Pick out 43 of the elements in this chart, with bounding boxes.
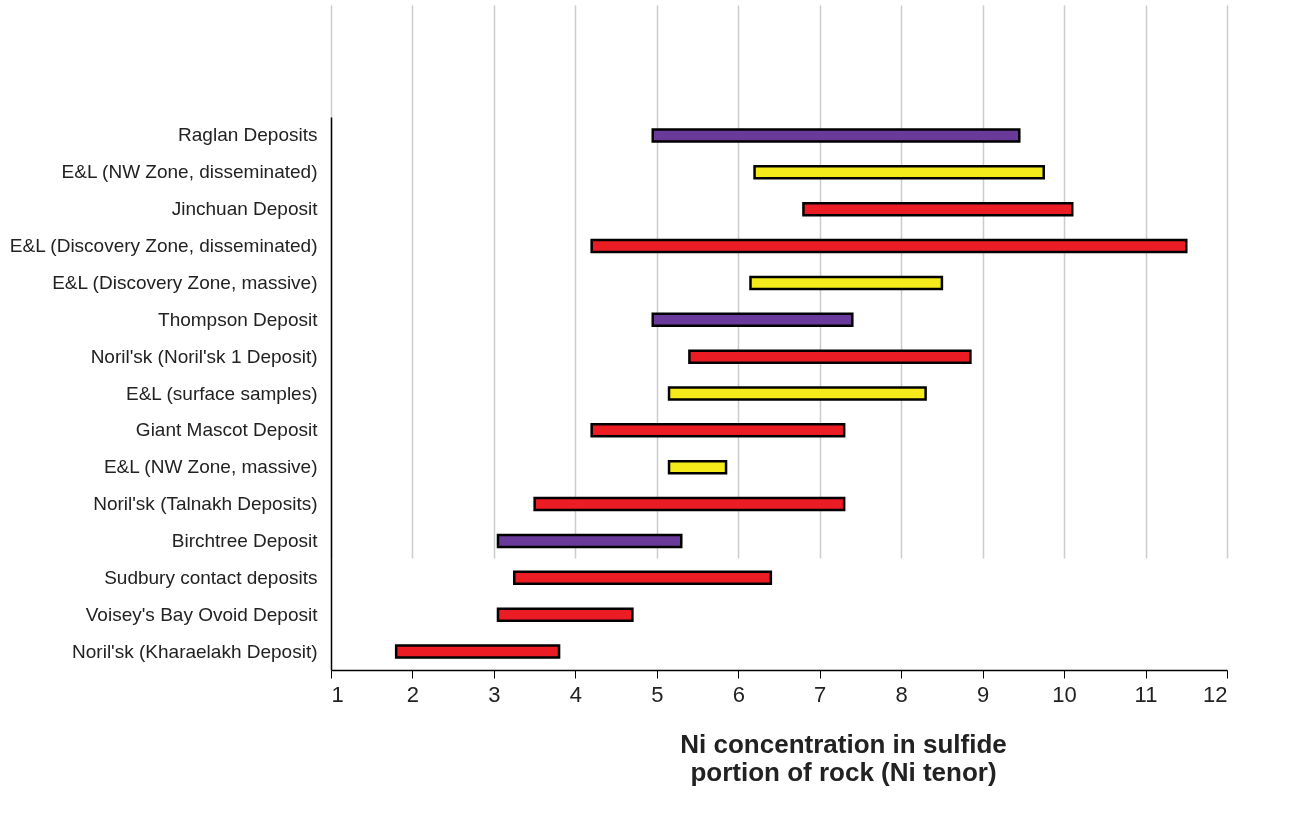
bar xyxy=(667,459,728,475)
x-tick-label: 6 xyxy=(732,681,745,707)
bar xyxy=(651,312,854,328)
bar xyxy=(590,423,846,438)
y-tick-label: Thompson Deposit xyxy=(158,308,319,330)
x-tick-label: 9 xyxy=(977,681,990,707)
x-tick-label: 12 xyxy=(1203,681,1228,707)
x-tick-label: 11 xyxy=(1134,681,1158,707)
bar xyxy=(749,275,944,291)
bar xyxy=(802,201,1074,217)
y-tick-label: Birchtree Deposit xyxy=(171,529,319,551)
x-axis-title: Ni concentration in sulfide portion of rock (Ni tenor) xyxy=(680,728,1007,787)
bar xyxy=(753,165,1045,180)
bar xyxy=(513,570,773,586)
bar xyxy=(394,644,561,659)
y-tick-label: Noril'sk (Kharaelakh Deposit) xyxy=(72,640,318,662)
y-tick-label: Giant Mascot Deposit xyxy=(135,419,319,441)
bar xyxy=(590,238,1188,254)
x-tick-label: 3 xyxy=(488,681,501,707)
y-tick-label: E&L (NW Zone, disseminated) xyxy=(61,161,318,183)
x-tick-label: 8 xyxy=(895,681,908,707)
y-tick-label: E&L (Discovery Zone, massive) xyxy=(52,271,318,293)
y-tick-label: E&L (Discovery Zone, disseminated) xyxy=(9,235,318,257)
y-tick-label: Voisey's Bay Ovoid Deposit xyxy=(85,603,319,625)
y-tick-label: Noril'sk (Talnakh Deposits) xyxy=(93,493,318,515)
bar xyxy=(496,607,634,622)
y-tick-label: Noril'sk (Noril'sk 1 Deposit) xyxy=(90,345,318,367)
y-tick-label: Sudbury contact deposits xyxy=(104,566,318,588)
x-tick-label: 2 xyxy=(406,681,420,707)
bar xyxy=(533,496,846,512)
y-tick-label: Jinchuan Deposit xyxy=(171,198,319,220)
x-tick-label: 5 xyxy=(651,681,664,707)
x-tick-label: 10 xyxy=(1052,681,1077,707)
x-tick-label: 1 xyxy=(331,681,344,707)
y-tick-label: E&L (NW Zone, massive) xyxy=(103,456,318,478)
y-tick-label: E&L (surface samples) xyxy=(126,382,318,404)
bar xyxy=(651,128,1021,143)
y-tick-label: Raglan Deposits xyxy=(178,124,318,146)
bar xyxy=(496,533,683,549)
x-tick-label: 7 xyxy=(814,681,827,707)
x-tick-label: 4 xyxy=(569,681,582,707)
bar xyxy=(667,386,927,401)
bar xyxy=(688,349,972,364)
